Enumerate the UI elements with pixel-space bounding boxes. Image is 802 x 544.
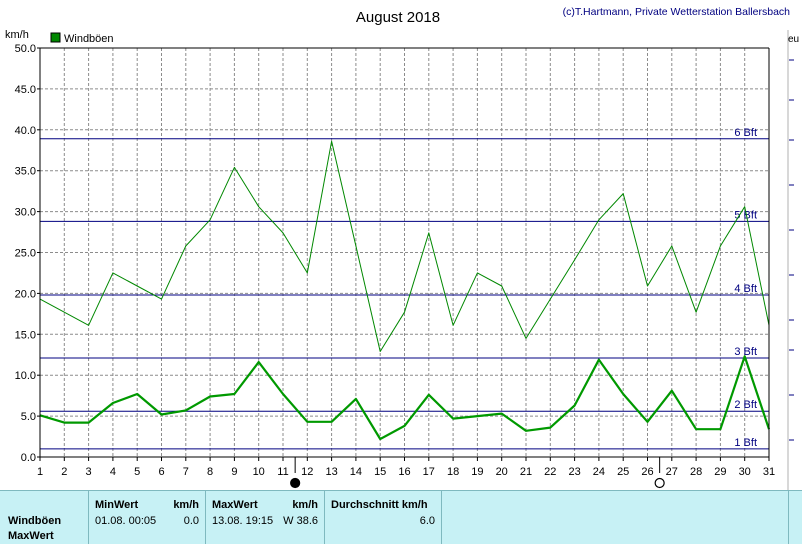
moon-phases [290, 457, 665, 489]
x-tick-label: 28 [690, 466, 702, 478]
y-tick-label: 15.0 [15, 329, 36, 341]
y-tick-label: 0.0 [21, 452, 36, 464]
beaufort-label: 5 Bft [734, 209, 757, 221]
y-tick-label: 40.0 [15, 125, 36, 137]
x-tick-label: 17 [423, 466, 435, 478]
scroll-edge [788, 491, 802, 544]
beaufort-label: 3 Bft [734, 346, 757, 358]
min-header: MinWert [95, 499, 139, 511]
beaufort-label: 4 Bft [734, 283, 757, 295]
x-tick-label: 25 [617, 466, 629, 478]
max-column: MaxWert km/h 13.08. 19:15 W 38.6 [205, 491, 324, 544]
x-tick-label: 11 [277, 466, 288, 478]
legend-label: Windböen [64, 33, 114, 45]
x-tick-label: 30 [739, 466, 751, 478]
row-label-maxwert: MaxWert [8, 530, 54, 542]
max-unit: km/h [292, 499, 318, 511]
avg-header: Durchschnitt km/h [331, 499, 428, 511]
x-tick-label: 26 [641, 466, 653, 478]
max-value: W 38.6 [283, 515, 318, 527]
grid [40, 47, 769, 457]
avg-column: Durchschnitt km/h 6.0 [324, 491, 441, 544]
series [39, 140, 771, 441]
y-tick-label: 45.0 [15, 84, 36, 96]
x-tick-label: 22 [544, 466, 556, 478]
x-tick-label: 18 [447, 466, 459, 478]
series-line-average [39, 355, 771, 441]
beaufort-lines: 1 Bft 2 Bft 3 Bft 4 Bft 5 Bft 6 Bft [40, 127, 769, 450]
x-tick-label: 14 [350, 466, 362, 478]
x-tick-label: 1 [37, 466, 43, 478]
x-tick-label: 4 [110, 466, 116, 478]
x-tick-label: 3 [86, 466, 92, 478]
axes [37, 47, 770, 461]
x-tick-label: 16 [398, 466, 410, 478]
empty-column [441, 491, 788, 544]
min-value: 0.0 [183, 515, 199, 527]
chart: 1 Bft 2 Bft 3 Bft 4 Bft 5 Bft 6 Bft 0.0 5.0 10.… [5, 6, 799, 490]
x-tick-label: 23 [568, 466, 580, 478]
min-column: MinWert km/h 01.08. 00:05 0.0 [88, 491, 205, 544]
y-tick-label: 35.0 [15, 166, 36, 178]
x-tick-label: 29 [714, 466, 726, 478]
legend-swatch [50, 32, 61, 43]
x-tick-label: 10 [253, 466, 265, 478]
beaufort-label: 2 Bft [734, 399, 757, 411]
y-tick-label: 25.0 [15, 248, 36, 260]
beaufort-label: 6 Bft [734, 127, 757, 139]
x-tick-label: 21 [520, 466, 532, 478]
min-datetime: 01.08. 00:05 [95, 515, 157, 527]
credit-text: (c)T.Hartmann, Private Wetterstation Bal… [563, 6, 791, 18]
x-tick-label: 20 [496, 466, 508, 478]
y-tick-label: 30.0 [15, 207, 36, 219]
x-tick-label: 6 [158, 466, 164, 478]
y-tick-label: 10.0 [15, 370, 36, 382]
y-unit-label: km/h [5, 29, 29, 41]
avg-value: 6.0 [419, 515, 435, 527]
x-tick-label: 9 [231, 466, 237, 478]
x-tick-label: 2 [61, 466, 67, 478]
row-label-windboeen: Windböen [8, 515, 62, 527]
new-moon-icon [290, 477, 301, 489]
x-tick-label: 12 [301, 466, 313, 478]
full-moon-icon [654, 477, 665, 489]
x-tick-label: 5 [134, 466, 140, 478]
min-unit: km/h [173, 499, 199, 511]
max-header: MaxWert [212, 499, 258, 511]
chart-title: August 2018 [356, 9, 440, 26]
y-tick-label: 20.0 [15, 288, 36, 300]
x-tick-label: 31 [763, 466, 775, 478]
x-tick-label: 19 [471, 466, 483, 478]
x-tick-label: 8 [207, 466, 213, 478]
series-line-max [39, 140, 770, 352]
edge-label: eu [788, 34, 799, 45]
x-tick-label: 24 [593, 466, 605, 478]
summary-panel: Windböen MaxWert MinWert km/h 01.08. 00:… [0, 490, 802, 544]
x-tick-label: 27 [666, 466, 678, 478]
tick-labels: 0.0 5.0 10.0 15.0 20.0 25.0 30.0 35.0 40.0 45.0 50… [15, 43, 776, 478]
y-tick-label: 5.0 [21, 411, 36, 423]
x-tick-label: 13 [325, 466, 337, 478]
x-tick-label: 15 [374, 466, 386, 478]
x-tick-label: 7 [183, 466, 189, 478]
beaufort-label: 1 Bft [734, 437, 757, 449]
max-datetime: 13.08. 19:15 [212, 515, 274, 527]
y-tick-label: 50.0 [15, 43, 36, 55]
